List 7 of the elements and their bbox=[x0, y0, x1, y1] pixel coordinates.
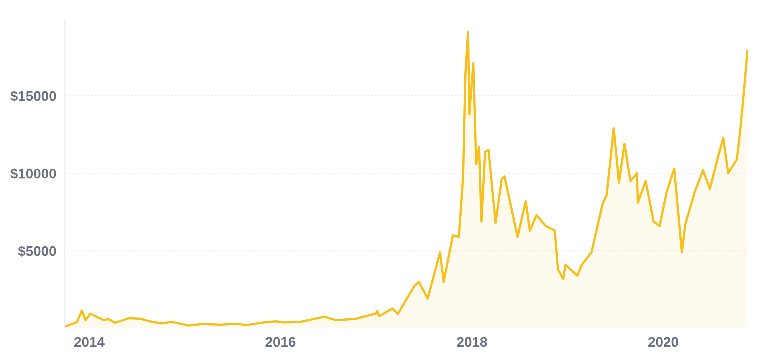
y-tick-label: $15000 bbox=[10, 90, 56, 102]
x-tick-label: 2020 bbox=[648, 337, 678, 348]
y-tick-label: $10000 bbox=[10, 168, 56, 180]
x-tick-label: 2018 bbox=[457, 337, 488, 348]
y-tick-label: $5000 bbox=[18, 246, 56, 258]
x-tick-label: 2014 bbox=[74, 337, 105, 348]
x-tick-label: 2016 bbox=[266, 337, 296, 348]
